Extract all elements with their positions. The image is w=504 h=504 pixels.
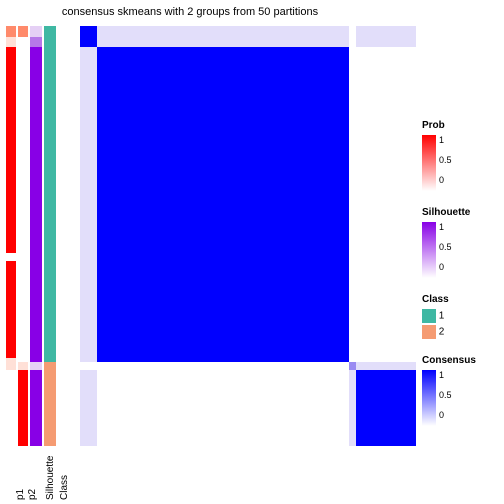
annot-label-class: Class bbox=[59, 475, 61, 500]
legend-item: 1 bbox=[422, 309, 500, 324]
gradient-bar bbox=[422, 135, 436, 191]
legend-prob: Prob10.50 bbox=[422, 120, 500, 191]
annot-col-silhouette bbox=[30, 26, 42, 446]
legend-item: 2 bbox=[422, 325, 500, 340]
legend-silhouette: Silhouette10.50 bbox=[422, 207, 500, 278]
legend-title: Silhouette bbox=[422, 207, 500, 218]
annot-label-p2: p2 bbox=[27, 489, 29, 500]
legends: Prob10.50 Silhouette10.50 Class 1 2 Consens… bbox=[422, 120, 500, 442]
legend-title: Consensus bbox=[422, 355, 500, 366]
annot-label-p1: p1 bbox=[15, 489, 17, 500]
gradient-bar bbox=[422, 370, 436, 426]
consensus-heatmap bbox=[80, 26, 416, 446]
gradient-bar bbox=[422, 222, 436, 278]
annot-col-class bbox=[44, 26, 56, 446]
annot-col-p1 bbox=[6, 26, 16, 446]
annotation-labels: p1 p2 Silhouette Class bbox=[6, 448, 86, 502]
legend-consensus: Consensus10.50 bbox=[422, 355, 500, 426]
annot-col-p2 bbox=[18, 26, 28, 446]
chart-title: consensus skmeans with 2 groups from 50 … bbox=[0, 6, 380, 18]
legend-title: Prob bbox=[422, 120, 500, 131]
legend-class: Class 1 2 bbox=[422, 294, 500, 339]
annotation-columns bbox=[6, 26, 74, 446]
annot-label-silhouette: Silhouette bbox=[45, 456, 47, 500]
legend-title: Class bbox=[422, 294, 500, 305]
